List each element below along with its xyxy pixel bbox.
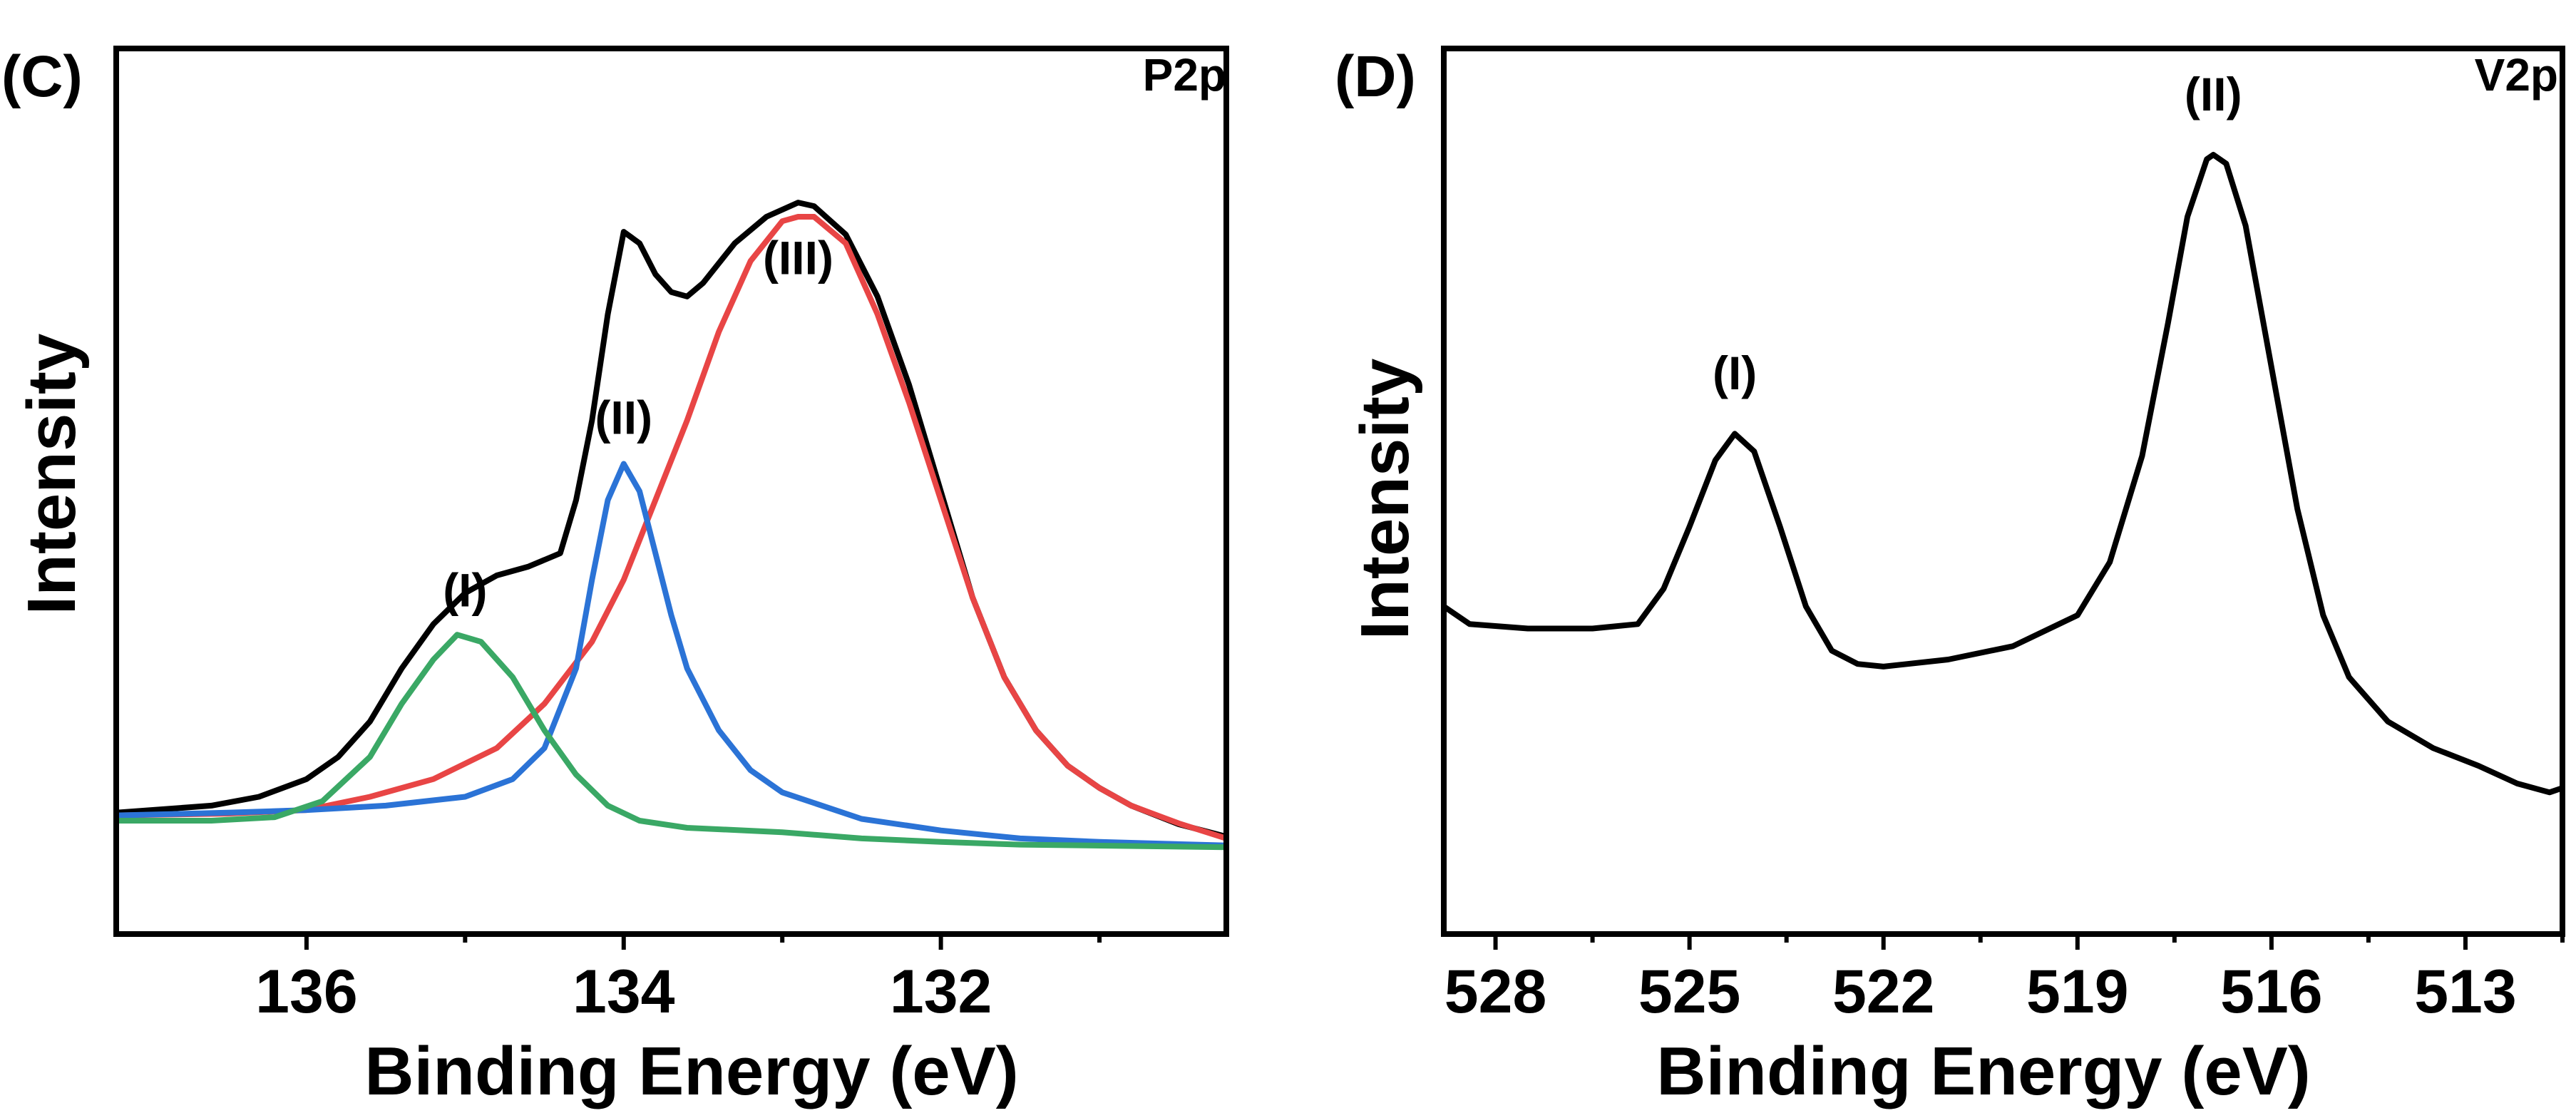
- panel-c-peak-label: (II): [595, 391, 652, 443]
- panel-c-x-tick-label: 136: [255, 958, 358, 1026]
- panel-c-curve-ii: [113, 461, 1229, 848]
- panel-c-x-tick-label: 132: [890, 958, 992, 1026]
- panel-d-y-axis-title: Intensity: [1347, 359, 1423, 640]
- panel-c-chart: (C) P2p Intensity Binding Energy (eV) 13…: [1, 44, 1229, 1109]
- panel-c-plot-frame: [113, 46, 1229, 937]
- panel-d-x-tick-label: 513: [2414, 958, 2517, 1026]
- panel-c-annotations: (I) (II) (III): [443, 232, 833, 617]
- panel-d-x-tick-label: 528: [1444, 958, 1547, 1026]
- panel-d-x-tick-label: 519: [2026, 958, 2129, 1026]
- panel-d-chart: (D) V2p Intensity Binding Energy (eV) 52…: [1335, 44, 2565, 1109]
- panel-d-x-axis-title: Binding Energy (eV): [1656, 1033, 2310, 1109]
- panel-d-x-tick-label: 522: [1832, 958, 1935, 1026]
- panel-d-curves: [1441, 152, 2565, 796]
- panel-c-peak-label: (I): [443, 563, 487, 616]
- panel-d-annotations: (I) (II): [1713, 68, 2242, 399]
- panel-d-x-tick-label: 525: [1638, 958, 1741, 1026]
- panel-d-label: (D): [1335, 44, 1416, 109]
- panel-d-x-ticks: 528 525 522 519 516 513: [1444, 934, 2565, 1026]
- panel-c-curve-envelope: [113, 200, 1229, 840]
- panel-d-plot-frame: [1441, 46, 2565, 937]
- panel-c-curve-i: [113, 632, 1229, 851]
- panel-d-x-tick-label: 516: [2220, 958, 2323, 1026]
- panel-c-curves: [113, 200, 1229, 851]
- panel-c-x-tick-label: 134: [573, 958, 675, 1026]
- panel-d-peak-label: (II): [2185, 68, 2242, 120]
- panel-c-x-axis-title: Binding Energy (eV): [364, 1033, 1018, 1109]
- panel-d-peak-label: (I): [1713, 347, 1757, 399]
- panel-d-corner-label: V2p: [2475, 49, 2558, 101]
- panel-c-corner-label: P2p: [1143, 49, 1226, 101]
- panel-c-label: (C): [1, 44, 83, 109]
- panel-c-peak-label: (III): [763, 232, 833, 284]
- panel-c-x-ticks: 136 134 132: [255, 934, 1102, 1026]
- panel-d-curve-v2p: [1441, 152, 2565, 796]
- panel-c-y-axis-title: Intensity: [14, 334, 90, 615]
- panel-c-curve-iii: [113, 214, 1229, 841]
